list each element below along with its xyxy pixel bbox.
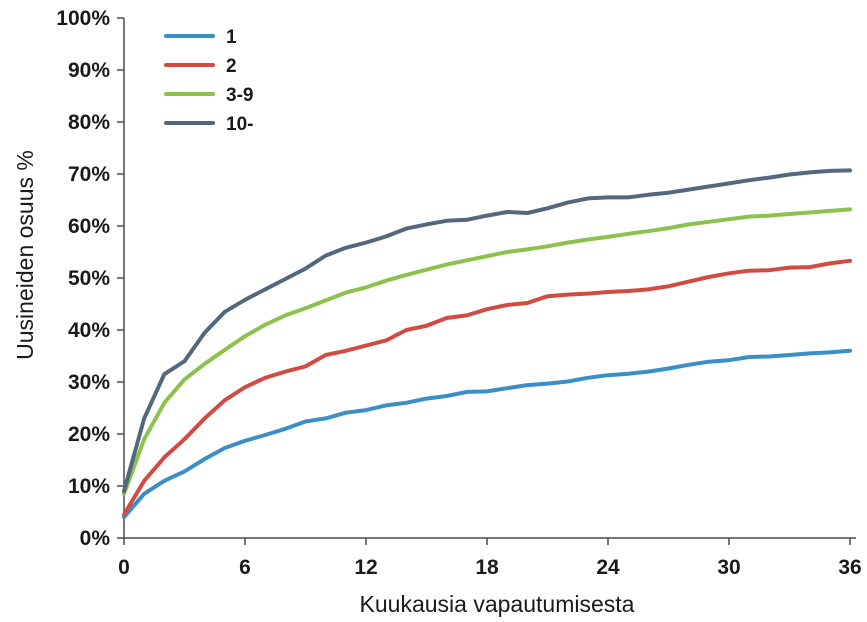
- y-tick-label: 30%: [68, 371, 110, 394]
- x-tick-label: 36: [838, 556, 861, 579]
- x-tick-label: 18: [475, 556, 499, 579]
- x-tick-label: 0: [118, 556, 130, 579]
- y-tick-label: 10%: [68, 475, 110, 498]
- series-line-2: [122, 258, 852, 517]
- series-lines: [122, 168, 852, 520]
- y-tick-label: 60%: [68, 215, 110, 238]
- y-tick-label: 40%: [68, 319, 110, 342]
- series-line-1: [122, 348, 852, 520]
- y-axis: [117, 17, 125, 539]
- series-line-3-9: [122, 207, 852, 496]
- y-tick-label: 50%: [68, 267, 110, 290]
- y-tick-labels: 0% 10% 20% 30% 40% 50% 60% 70% 80% 90% 100%: [56, 7, 110, 550]
- legend: 1 2 3-9 10-: [164, 27, 253, 135]
- y-tick-label: 90%: [68, 59, 110, 82]
- x-axis: [123, 537, 856, 545]
- y-tick-label: 100%: [56, 7, 110, 30]
- y-tick-label: 80%: [68, 111, 110, 134]
- legend-label-1: 1: [226, 27, 237, 48]
- legend-label-2: 2: [226, 56, 237, 77]
- x-tick-label: 12: [354, 556, 377, 579]
- y-tick-label: 20%: [68, 423, 110, 446]
- legend-label-10-: 10-: [226, 114, 253, 135]
- series-line-10-: [122, 168, 852, 494]
- x-tick-label: 30: [717, 556, 740, 579]
- y-axis-title: Uusineiden osuus %: [12, 150, 38, 360]
- x-tick-label: 6: [239, 556, 251, 579]
- x-tick-labels: 0 6 12 18 24 30 36: [118, 556, 862, 579]
- legend-label-3-9: 3-9: [226, 85, 253, 106]
- y-tick-label: 0%: [80, 527, 111, 550]
- y-tick-label: 70%: [68, 163, 110, 186]
- x-tick-label: 24: [596, 556, 620, 579]
- x-axis-title: Kuukausia vapautumisesta: [360, 591, 635, 617]
